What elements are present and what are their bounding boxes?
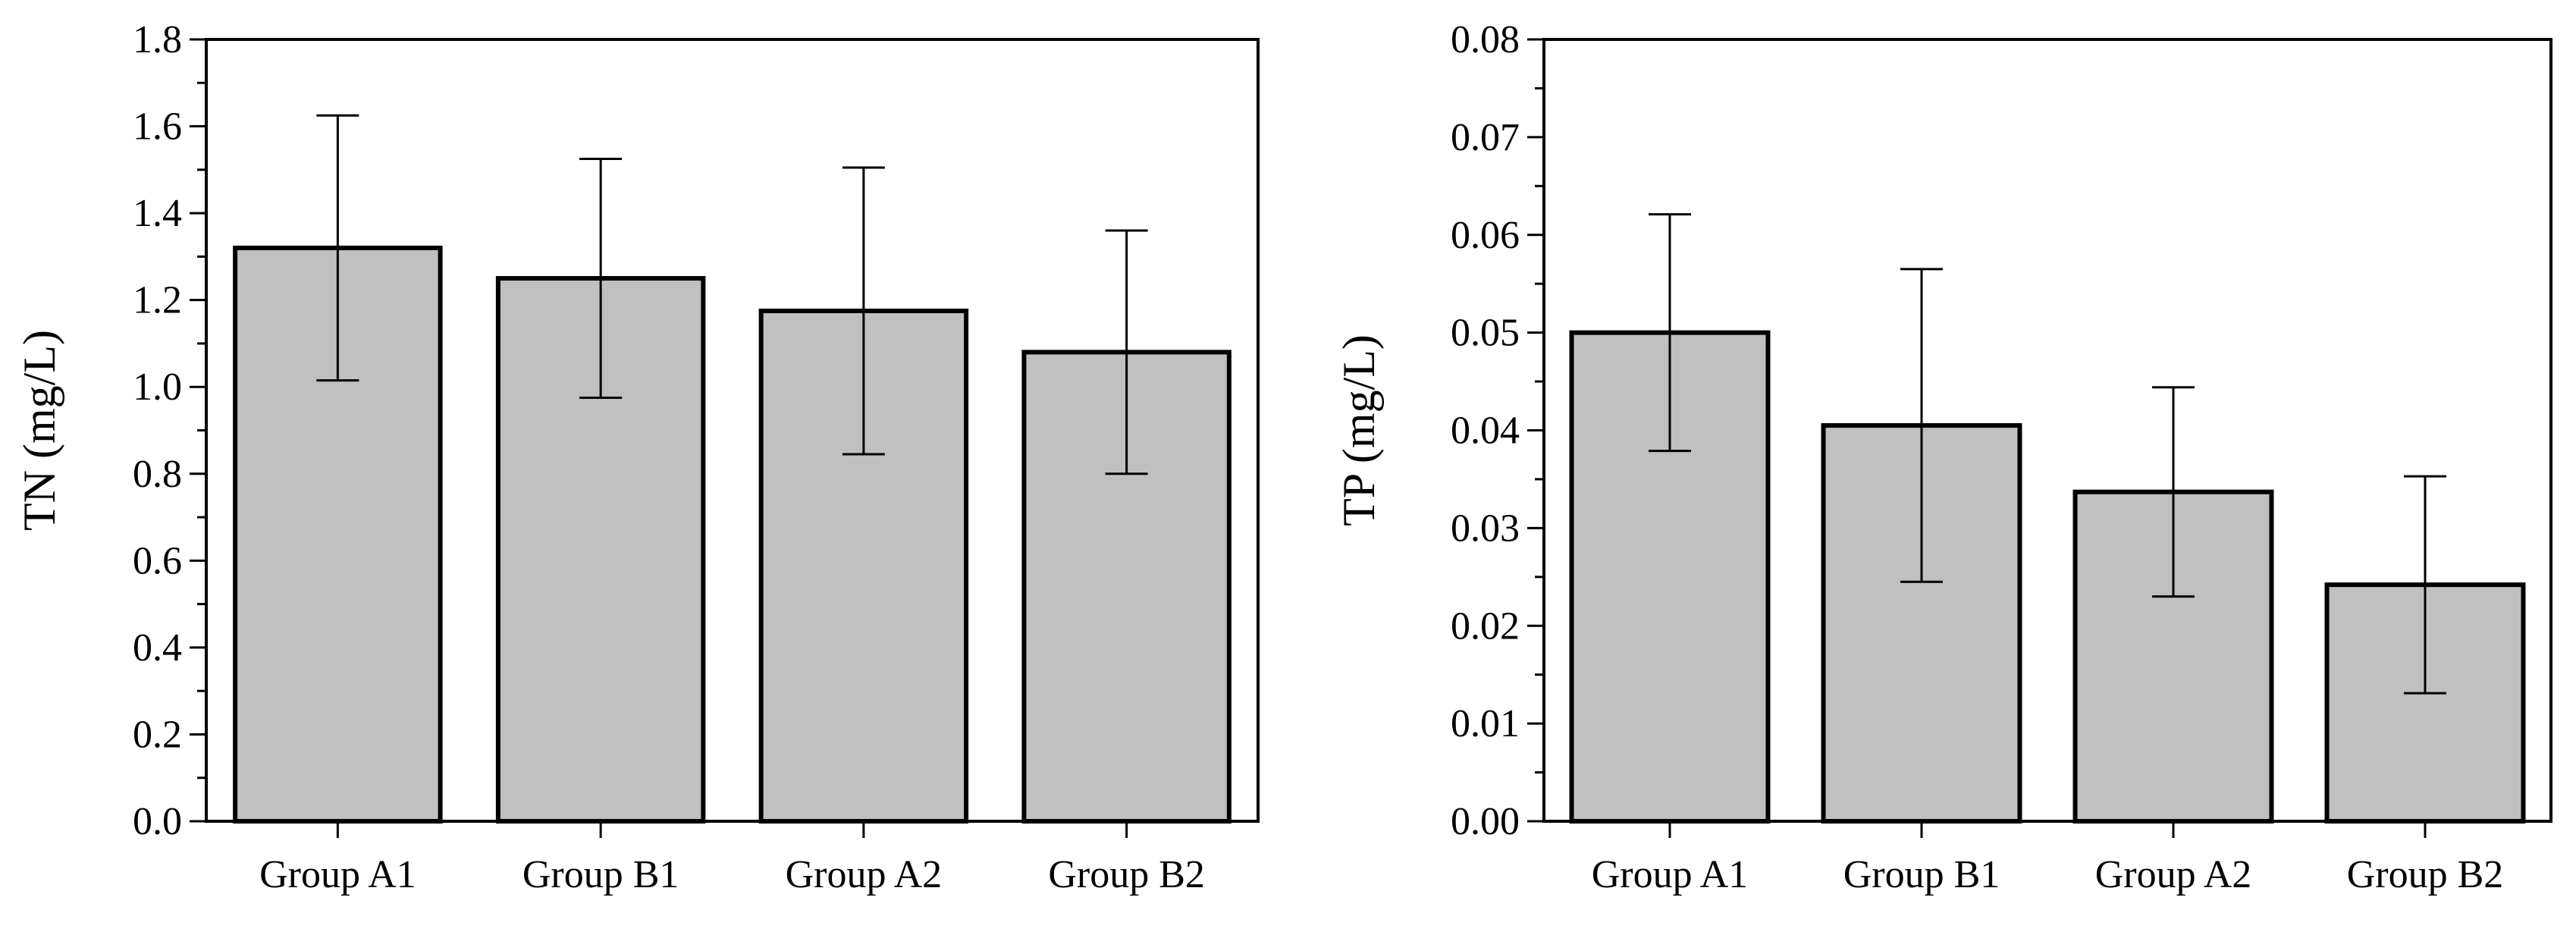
- tp-error-bar-3: [2404, 475, 2446, 695]
- tp-error-bar-2: [2152, 386, 2195, 598]
- tn-y-tick-label: 1.8: [133, 18, 182, 61]
- tn-y-tick-label: 0.2: [133, 713, 182, 756]
- tp-error-bar-1: [1900, 268, 1943, 583]
- tp-y-tick-label: 0.08: [1451, 18, 1520, 61]
- tp-y-tick-label: 0.07: [1451, 116, 1520, 159]
- tn-chart-panel: 0.0 0.2 0.4 0.6 0.8 1.0 1.2 1.4 1.6 1.8 Group A1 Gr…: [14, 18, 1260, 896]
- tn-error-bar-3: [1105, 229, 1148, 475]
- tn-x-tick-label-1: Group B1: [522, 853, 679, 896]
- tn-x-tick-label-0: Group A1: [259, 853, 416, 896]
- tp-x-tick-label-2: Group A2: [2095, 853, 2252, 896]
- tn-error-bar-0: [316, 114, 359, 382]
- tp-y-axis-label: TP (mg/L): [1334, 334, 1384, 526]
- tp-y-tick-label: 0.05: [1451, 312, 1520, 355]
- tp-x-tick-label-0: Group A1: [1592, 853, 1749, 896]
- tp-x-tick-label-3: Group B2: [2347, 853, 2504, 896]
- tn-y-tick-label: 1.2: [133, 279, 182, 322]
- tn-y-tick-label: 0.6: [133, 539, 182, 582]
- tn-y-axis-label: TN (mg/L): [14, 330, 64, 531]
- tn-y-tick-label: 0.0: [133, 800, 182, 843]
- tn-x-tick-label-2: Group A2: [786, 853, 943, 896]
- tn-x-tick-label-3: Group B2: [1048, 853, 1205, 896]
- tp-y-tick-label: 0.02: [1451, 604, 1520, 648]
- tp-y-tick-label: 0.00: [1451, 800, 1520, 843]
- tp-y-tick-label: 0.04: [1451, 409, 1520, 453]
- tn-y-tick-label: 1.6: [133, 105, 182, 149]
- tp-error-bar-0: [1649, 213, 1691, 453]
- tp-y-tick-label: 0.01: [1451, 702, 1520, 745]
- tp-y-tick-label: 0.06: [1451, 214, 1520, 257]
- tn-error-bar-2: [842, 166, 885, 456]
- tn-y-tick-label: 0.4: [133, 626, 182, 670]
- tp-x-tick-label-1: Group B1: [1843, 853, 2000, 896]
- tn-y-tick-label: 1.0: [133, 366, 182, 409]
- tp-chart-panel: 0.00 0.01 0.02 0.03 0.04 0.05 0.06 0.07 0.08 Grou…: [1334, 18, 2552, 896]
- tn-y-tick-label: 0.8: [133, 453, 182, 496]
- tp-y-tick-label: 0.03: [1451, 507, 1520, 550]
- tn-error-bar-1: [579, 158, 623, 400]
- tn-y-tick-label: 1.4: [133, 192, 182, 235]
